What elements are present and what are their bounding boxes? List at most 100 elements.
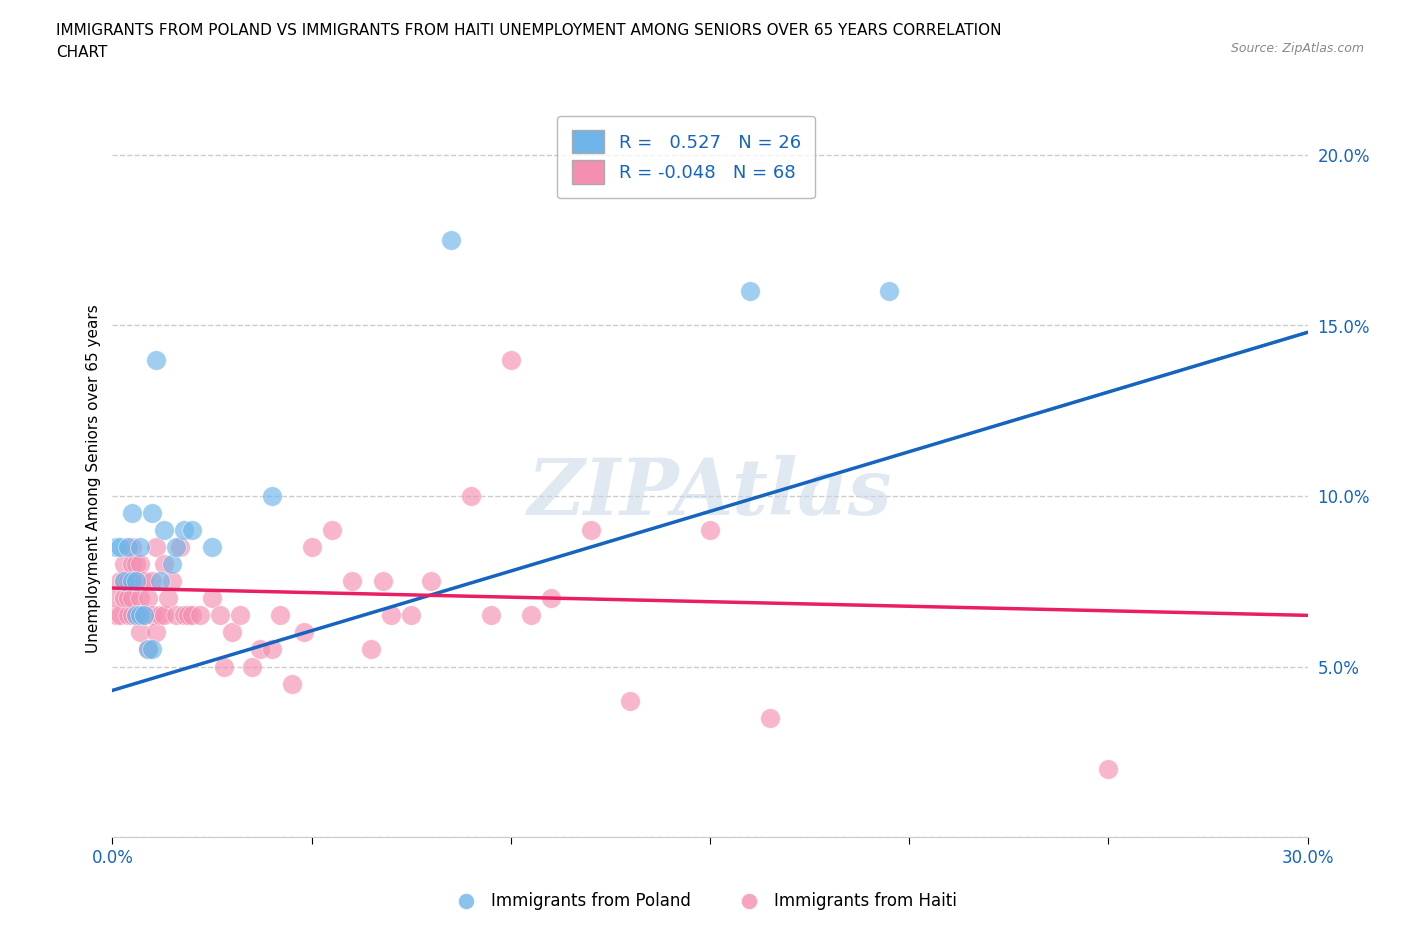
Point [114, 574, 135, 589]
Point [162, 557, 183, 572]
Point [145, 539, 167, 554]
Point [138, 642, 160, 657]
Point [141, 608, 163, 623]
Point [169, 539, 191, 554]
Point [181, 608, 204, 623]
Point [125, 557, 148, 572]
Point [117, 574, 139, 589]
Point [209, 608, 232, 623]
Point [149, 574, 172, 589]
Point [440, 232, 463, 247]
Point [121, 608, 143, 623]
Point [138, 642, 160, 657]
Point [110, 608, 132, 623]
Point [125, 608, 148, 623]
Point [129, 539, 152, 554]
Point [360, 642, 382, 657]
Point [129, 625, 152, 640]
Text: ZIPAtlas: ZIPAtlas [527, 455, 893, 532]
Point [125, 608, 148, 623]
Point [117, 539, 139, 554]
Point [153, 523, 176, 538]
Point [153, 557, 176, 572]
Point [177, 608, 200, 623]
Point [134, 608, 156, 623]
Point [121, 574, 143, 589]
Point [121, 557, 143, 572]
Legend: R =   0.527   N = 26, R = -0.048   N = 68: R = 0.527 N = 26, R = -0.048 N = 68 [557, 115, 815, 198]
Point [129, 557, 152, 572]
Point [153, 608, 176, 623]
Point [373, 574, 395, 589]
Point [117, 591, 139, 605]
Point [141, 574, 163, 589]
Point [619, 693, 641, 708]
Point [249, 642, 271, 657]
Point [105, 591, 128, 605]
Point [181, 523, 204, 538]
Y-axis label: Unemployment Among Seniors over 65 years: Unemployment Among Seniors over 65 years [86, 305, 101, 653]
Point [229, 608, 252, 623]
Text: IMMIGRANTS FROM POLAND VS IMMIGRANTS FROM HAITI UNEMPLOYMENT AMONG SENIORS OVER : IMMIGRANTS FROM POLAND VS IMMIGRANTS FRO… [56, 23, 1001, 38]
Point [114, 591, 135, 605]
Point [301, 539, 323, 554]
Point [479, 608, 502, 623]
Point [738, 284, 761, 299]
Point [105, 539, 128, 554]
Point [121, 506, 143, 521]
Point [260, 488, 283, 503]
Point [221, 625, 243, 640]
Point [879, 284, 901, 299]
Point [520, 608, 543, 623]
Legend: Immigrants from Poland, Immigrants from Haiti: Immigrants from Poland, Immigrants from … [443, 885, 963, 917]
Point [420, 574, 443, 589]
Point [117, 608, 139, 623]
Point [134, 574, 156, 589]
Point [540, 591, 562, 605]
Point [759, 711, 782, 725]
Point [240, 659, 263, 674]
Point [269, 608, 291, 623]
Point [145, 352, 167, 367]
Point [260, 642, 283, 657]
Point [380, 608, 402, 623]
Text: Source: ZipAtlas.com: Source: ZipAtlas.com [1230, 42, 1364, 55]
Point [699, 523, 721, 538]
Point [340, 574, 363, 589]
Point [129, 608, 152, 623]
Point [149, 608, 172, 623]
Text: CHART: CHART [56, 45, 108, 60]
Point [173, 523, 195, 538]
Point [499, 352, 522, 367]
Point [125, 574, 148, 589]
Point [165, 608, 187, 623]
Point [212, 659, 235, 674]
Point [138, 591, 160, 605]
Point [105, 608, 128, 623]
Point [162, 574, 183, 589]
Point [125, 574, 148, 589]
Point [292, 625, 315, 640]
Point [114, 557, 135, 572]
Point [201, 591, 224, 605]
Point [579, 523, 602, 538]
Point [401, 608, 423, 623]
Point [165, 539, 187, 554]
Point [321, 523, 343, 538]
Point [145, 625, 167, 640]
Point [1097, 762, 1119, 777]
Point [121, 539, 143, 554]
Point [157, 591, 180, 605]
Point [460, 488, 482, 503]
Point [121, 591, 143, 605]
Point [141, 506, 163, 521]
Point [110, 574, 132, 589]
Point [173, 608, 195, 623]
Point [141, 642, 163, 657]
Point [110, 539, 132, 554]
Point [281, 676, 304, 691]
Point [129, 591, 152, 605]
Point [201, 539, 224, 554]
Point [134, 608, 156, 623]
Point [188, 608, 211, 623]
